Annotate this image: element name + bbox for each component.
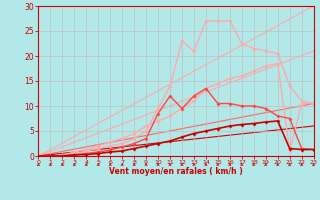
- X-axis label: Vent moyen/en rafales ( km/h ): Vent moyen/en rafales ( km/h ): [109, 167, 243, 176]
